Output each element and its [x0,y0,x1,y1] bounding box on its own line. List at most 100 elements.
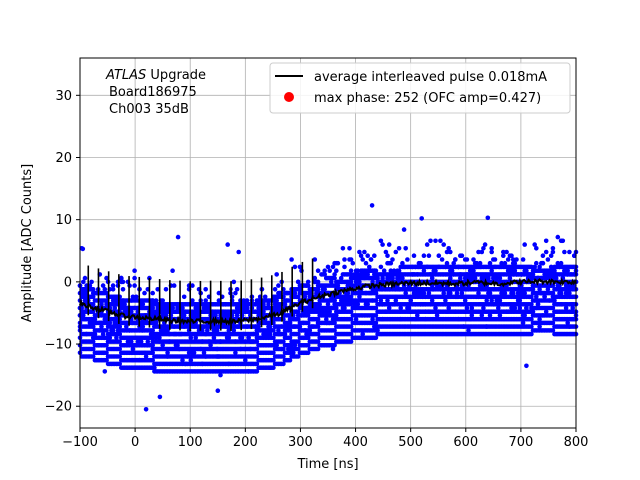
scatter-point [100,283,106,288]
scatter-point [522,313,527,318]
scatter-point [380,275,385,281]
scatter-point [132,283,137,288]
scatter-point [287,335,293,341]
scatter-point [403,246,409,251]
scatter-point [558,260,564,266]
scatter-point [114,298,119,303]
scatter-point [372,253,377,258]
scatter-point [537,287,542,292]
scatter-point [396,268,402,274]
scatter-point [314,290,319,296]
scatter-point [530,272,536,277]
scatter-point [479,249,485,255]
scatter-point [90,339,96,344]
scatter-point [448,275,453,281]
scatter-point [360,331,366,337]
scatter-point [496,305,501,311]
scatter-point [391,268,397,274]
scatter-point [81,313,86,318]
x-tick-label: 400 [343,435,368,450]
scatter-point [234,287,240,292]
scatter-point [150,328,155,333]
scatter-point [281,354,286,359]
scatter-point [201,305,207,311]
scatter-point [451,260,457,266]
scatter-point [486,275,491,281]
scatter-point [281,324,286,329]
scatter-point [550,246,556,251]
scatter-point [104,290,109,296]
scatter-point [90,324,96,329]
scatter-point [550,313,556,318]
scatter-point [327,309,333,315]
scatter-point [312,275,318,281]
scatter-point [291,350,296,356]
scatter-point [385,298,390,303]
scatter-point [421,290,427,296]
scatter-point [181,294,187,300]
scatter-point [395,275,400,281]
scatter-point [348,339,354,344]
scatter-point [388,260,394,266]
scatter-point [373,268,379,274]
scatter-point [479,275,485,281]
scatter-point [302,309,308,315]
scatter-point [305,279,311,285]
scatter-point [104,298,109,303]
y-tick-label: −10 [45,338,72,353]
scatter-point [469,275,475,281]
scatter-point [160,343,165,348]
scatter-point [572,253,577,258]
scatter-point [403,290,409,296]
scatter-point [405,257,410,262]
scatter-point [415,313,420,318]
scatter-point [381,268,387,274]
scatter-point [348,279,354,285]
scatter-point [153,298,159,303]
scatter-point [562,268,567,274]
scatter-point [537,324,542,329]
scatter-point [529,324,534,329]
atlas-label: ATLAS Upgrade [105,68,206,83]
scatter-point [357,294,362,300]
scatter-point [497,275,503,281]
scatter-point [522,242,527,247]
scatter-point [520,257,526,262]
y-tick-label: 0 [64,275,72,290]
scatter-point [378,238,384,244]
scatter-point [188,357,194,363]
x-tick-label: 800 [564,435,589,450]
scatter-point [332,335,337,341]
scatter-point [369,203,375,208]
scatter-point [272,287,278,292]
scatter-point [315,268,321,274]
scatter-point [254,309,260,315]
scatter-point [459,290,465,296]
scatter-point [150,298,155,303]
scatter-point [80,246,86,252]
y-tick-label: −20 [45,400,72,415]
scatter-point [517,305,523,311]
scatter-point [540,260,546,266]
scatter-point [297,264,303,270]
scatter-point [439,257,445,262]
scatter-point [348,272,354,277]
scatter-point [138,339,144,344]
scatter-point [390,257,395,262]
scatter-point [287,313,293,318]
scatter-point [266,302,271,307]
x-tick-label: 0 [131,435,139,450]
scatter-point [373,313,379,318]
scatter-point [287,328,293,333]
scatter-point [211,335,217,341]
scatter-point [160,298,165,303]
scatter-point [362,249,367,255]
scatter-point [254,369,260,374]
scatter-point [276,283,281,288]
legend-entry-average-pulse: average interleaved pulse 0.018mA [314,70,547,85]
scatter-point [244,305,250,311]
scatter-point [295,339,301,344]
scatter-point [499,260,504,266]
scatter-point [322,268,328,274]
scatter-point [233,290,238,296]
